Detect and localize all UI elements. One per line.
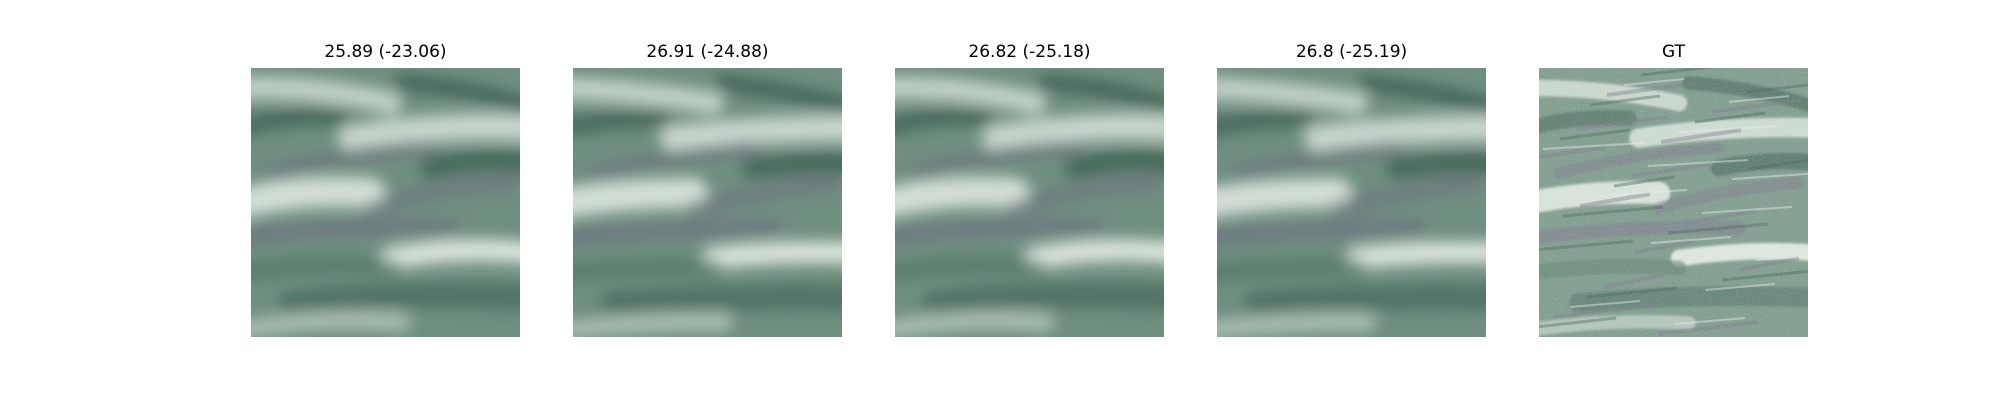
panel-title: 25.89 (-23.06): [324, 42, 447, 62]
panel-gt: GT: [1539, 40, 1808, 340]
water-texture-image: [573, 68, 842, 337]
water-texture-image: [1539, 68, 1808, 337]
water-texture-image: [895, 68, 1164, 337]
panel-title: 26.82 (-25.18): [968, 42, 1091, 62]
panel-title: GT: [1662, 42, 1685, 62]
panel-title: 26.8 (-25.19): [1295, 42, 1408, 62]
water-texture-image: [1217, 68, 1486, 337]
panel-4: 26.8 (-25.19): [1217, 40, 1486, 340]
water-texture-image: [251, 68, 520, 337]
panel-2: 26.91 (-24.88): [573, 40, 842, 340]
panel-1: 25.89 (-23.06): [251, 40, 520, 340]
panel-title: 26.91 (-24.88): [646, 42, 769, 62]
panel-3: 26.82 (-25.18): [895, 40, 1164, 340]
